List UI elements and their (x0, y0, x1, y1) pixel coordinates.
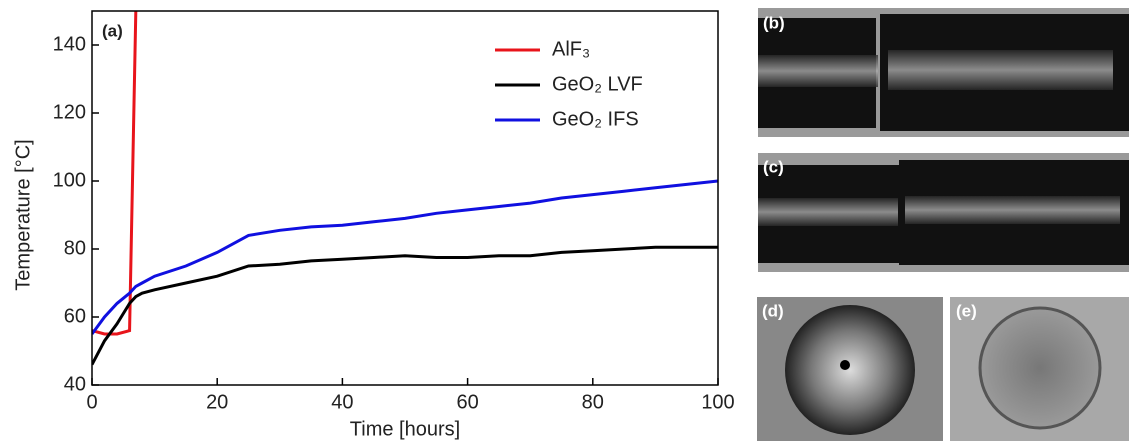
legend-label: AlF₃ (552, 38, 590, 60)
y-tick-label: 60 (64, 305, 86, 327)
plot-frame (91, 10, 719, 386)
data-line (92, 11, 138, 336)
panel-label: (a) (102, 21, 123, 40)
x-axis-label: Time [hours] (350, 418, 460, 440)
legend-label: GeO₂ IFS (552, 108, 639, 130)
image-label: (e) (956, 301, 977, 320)
y-tick-label: 140 (53, 33, 86, 55)
image-c: (c) (758, 153, 1129, 272)
x-tick-label: 80 (582, 391, 604, 413)
x-tick-label: 60 (456, 391, 478, 413)
legend-label: GeO₂ LVF (552, 73, 643, 95)
y-axis-label: Temperature [°C] (12, 139, 34, 290)
x-tick-label: 0 (86, 391, 97, 413)
image-d: (d) (757, 297, 943, 441)
data-line (92, 179, 718, 335)
y-tick-label: 100 (53, 169, 86, 191)
image-label: (d) (762, 301, 784, 320)
y-tick-label: 40 (64, 373, 86, 395)
data-line (92, 245, 718, 366)
x-tick-label: 20 (206, 391, 228, 413)
image-b: (b) (758, 8, 1129, 137)
image-e: (e) (950, 297, 1129, 441)
x-tick-label: 100 (701, 391, 734, 413)
x-tick-label: 40 (331, 391, 353, 413)
y-tick-label: 80 (64, 237, 86, 259)
y-tick-label: 120 (53, 101, 86, 123)
image-label: (b) (763, 13, 785, 32)
image-label: (c) (763, 157, 784, 176)
